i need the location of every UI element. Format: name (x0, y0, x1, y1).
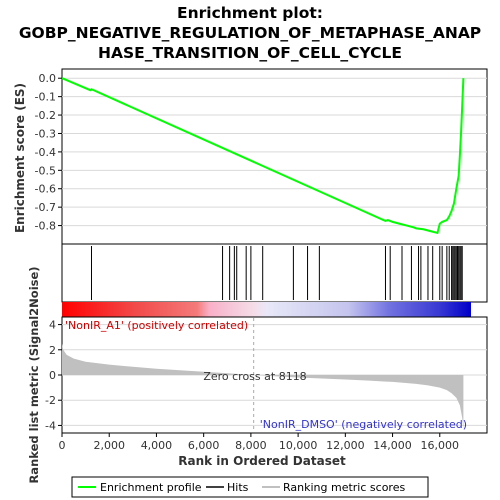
es-y-axis-label: Enrichment score (ES) (13, 83, 27, 233)
chart-title-line-1: Enrichment plot: (177, 4, 323, 22)
positive-correlation-label: 'NonIR_A1' (positively correlated) (65, 319, 248, 332)
es-y-tick-label: -0.3 (35, 127, 56, 140)
es-panel: 0.0 -0.1 -0.2 -0.3 -0.4 -0.5 -0.6 -0.7 -0.8 Enri… (13, 68, 488, 245)
metric-y-tick-label: 0 (49, 369, 56, 382)
negative-correlation-label: 'NonIR_DMSO' (negatively correlated) (260, 418, 467, 431)
legend-label-hits: Hits (227, 481, 249, 494)
x-tick-label: 16,000 (421, 439, 460, 452)
hits-lines (91, 246, 463, 300)
x-tick-label: 8,000 (235, 439, 267, 452)
metric-y-tick-label: -4 (45, 419, 56, 432)
zero-cross-label: Zero cross at 8118 (203, 370, 306, 383)
metric-y-tick-label: -2 (45, 394, 56, 407)
x-tick-label: 0 (59, 439, 66, 452)
metric-y-axis: 4 2 0 -2 -4 (45, 319, 62, 432)
es-y-tick-label: -0.4 (35, 146, 56, 159)
x-tick-label: 2,000 (93, 439, 125, 452)
x-tick-label: 14,000 (373, 439, 412, 452)
legend: Enrichment profile Hits Ranking metric s… (71, 476, 429, 498)
hits-panel-frame (61, 243, 488, 303)
metric-y-tick-label: 2 (49, 344, 56, 357)
es-y-tick-label: -0.7 (35, 201, 56, 214)
enrichment-profile-line (61, 77, 465, 235)
es-y-tick-label: -0.6 (35, 183, 56, 196)
x-axis-label: Rank in Ordered Dataset (178, 454, 346, 468)
legend-label-ranking-metric: Ranking metric scores (283, 481, 405, 494)
chart-title-line-2: GOBP_NEGATIVE_REGULATION_OF_METAPHASE_AN… (19, 24, 481, 42)
ranked-color-bar (62, 302, 471, 317)
x-tick-label: 10,000 (279, 439, 318, 452)
chart-title-line-3: HASE_TRANSITION_OF_CELL_CYCLE (98, 44, 402, 62)
es-y-tick-label: 0.0 (39, 72, 57, 85)
metric-y-tick-label: 4 (49, 319, 56, 332)
es-panel-frame (61, 68, 488, 245)
legend-label-enrichment-profile: Enrichment profile (100, 481, 202, 494)
x-tick-label: 4,000 (141, 439, 173, 452)
metric-y-axis-label: Ranked list metric (Signal2Noise) (27, 266, 41, 483)
hits-panel (61, 243, 488, 303)
x-axis: 0 2,000 4,000 6,000 8,000 10,000 12,000 14,000 1… (59, 433, 460, 452)
x-tick-label: 6,000 (188, 439, 220, 452)
es-y-tick-label: -0.2 (35, 109, 56, 122)
es-y-tick-label: -0.1 (35, 91, 56, 104)
metric-panel: 4 2 0 -2 -4 'NonIR_A1' (positively correlate… (27, 266, 488, 484)
es-y-tick-label: -0.8 (35, 220, 56, 233)
es-y-axis: 0.0 -0.1 -0.2 -0.3 -0.4 -0.5 -0.6 -0.7 -0.8 (35, 72, 62, 233)
x-tick-label: 12,000 (326, 439, 365, 452)
es-y-tick-label: -0.5 (35, 164, 56, 177)
legend-frame (71, 476, 429, 498)
